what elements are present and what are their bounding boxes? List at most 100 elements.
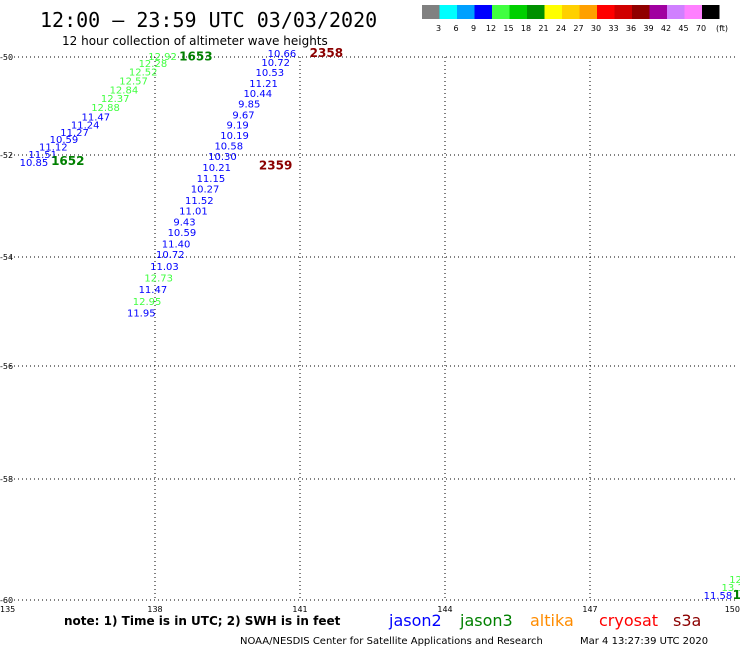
color-swatch [562, 5, 580, 19]
wave-height-value: 9.67 [232, 110, 254, 121]
wave-height-value: 10.53 [256, 68, 285, 79]
color-swatch [544, 5, 562, 19]
satellite-legend-jason3: jason3 [459, 611, 513, 630]
wave-height-value: 10.72 [156, 250, 185, 261]
wave-height-value: 9.19 [227, 121, 249, 132]
color-swatch [422, 5, 440, 19]
color-scale-label: 30 [591, 24, 601, 33]
color-scale-label: 33 [608, 24, 618, 33]
track-s3a: 10.6610.7210.5311.2110.449.859.679.1910.… [127, 46, 343, 319]
color-scale-label: 21 [538, 24, 548, 33]
color-scale-label: 39 [643, 24, 653, 33]
color-scale-label: 24 [556, 24, 566, 33]
color-swatch [492, 5, 510, 19]
color-scale-label: 3 [436, 24, 441, 33]
wave-height-value: 12.84 [110, 85, 139, 96]
wave-height-value: 10.30 [208, 152, 237, 163]
wave-height-value: 10.72 [261, 58, 290, 69]
lat-tick-label: -60 [0, 596, 13, 605]
wave-height-value: 11.24 [71, 121, 100, 132]
color-swatch [684, 5, 702, 19]
page-subtitle: 12 hour collection of altimeter wave hei… [62, 34, 328, 48]
track-time-label: 1652 [51, 154, 84, 168]
color-scale-label: 12 [486, 24, 496, 33]
wave-height-value: 12.92 [148, 52, 177, 63]
satellite-legend: jason2 jason3 altika cryosat s3a [388, 611, 701, 630]
wave-height-value: 11.40 [162, 239, 191, 250]
color-scale-label: 6 [453, 24, 458, 33]
wave-height-value: 12.7 [729, 575, 740, 586]
wave-height-value: 10.58 [214, 142, 243, 153]
wave-height-value: 11.58 [704, 591, 733, 602]
wave-height-value: 11.52 [185, 196, 214, 207]
color-scale-label: 42 [661, 24, 671, 33]
lon-tick-label: 135 [0, 605, 15, 614]
footer-note: note: 1) Time is in UTC; 2) SWH is in fe… [64, 614, 341, 628]
wave-height-value: 11.15 [197, 174, 226, 185]
wave-height-value: 11.47 [139, 285, 168, 296]
wave-height-value: 11.47 [82, 113, 111, 124]
color-scale-legend: 3 6 9 12 15 18 21 24 27 30 33 36 39 42 45 70 [422, 5, 720, 33]
track-time-label: 14 [733, 588, 740, 602]
color-scale-label: 45 [678, 24, 688, 33]
wave-height-value: 12.73 [144, 274, 173, 285]
satellite-legend-s3a: s3a [673, 611, 701, 630]
lat-tick-label: -58 [0, 475, 13, 484]
wave-height-value: 13.17 [721, 583, 740, 594]
color-scale-unit: (ft) [716, 24, 728, 33]
color-swatch [614, 5, 632, 19]
color-scale-label: 70 [696, 24, 706, 33]
wave-height-value: 11.21 [249, 79, 278, 90]
color-swatch [667, 5, 685, 19]
color-scale-label: 27 [573, 24, 583, 33]
lat-tick-label: -54 [0, 253, 13, 262]
color-swatch [474, 5, 492, 19]
track-time-label: 1653 [179, 49, 212, 63]
wave-height-value: 10.44 [243, 89, 272, 100]
wave-height-value: 11.01 [179, 207, 208, 218]
wave-height-value: 10.85 [20, 158, 49, 169]
wave-height-value: 9.85 [238, 99, 260, 110]
lon-tick-label: 150 [725, 605, 740, 614]
wave-height-value: 12.95 [133, 297, 162, 308]
wave-height-value: 9.43 [173, 217, 195, 228]
lon-tick-label: 144 [437, 605, 452, 614]
track-time-label: 2359 [259, 158, 292, 172]
wave-height-value: 11.51 [28, 150, 57, 161]
lon-tick-label: 141 [292, 605, 307, 614]
footer-credit: NOAA/NESDIS Center for Satellite Applica… [240, 636, 543, 647]
page-title: 12:00 – 23:59 UTC 03/03/2020 [40, 8, 377, 32]
color-swatch [439, 5, 457, 19]
wave-height-value: 10.21 [202, 163, 231, 174]
wave-height-value: 12.37 [101, 94, 130, 105]
color-scale-label: 18 [521, 24, 531, 33]
footer-timestamp: Mar 4 13:27:39 UTC 2020 [580, 636, 708, 647]
lat-tick-label: -52 [0, 151, 13, 160]
color-swatch [509, 5, 527, 19]
lon-tick-label: 147 [582, 605, 597, 614]
wave-height-value: 12.28 [139, 59, 168, 70]
color-swatch [702, 5, 720, 19]
wave-height-value: 12.52 [129, 68, 158, 79]
color-scale-label: 15 [503, 24, 513, 33]
wave-height-value: 11.03 [150, 262, 179, 273]
wave-height-value: 10.59 [168, 228, 197, 239]
lat-tick-label: -50 [0, 53, 13, 62]
satellite-tracks: 10.8511.5111.1210.5911.2711.2411.4712.88… [20, 46, 740, 602]
wave-height-value: 10.66 [268, 49, 297, 60]
wave-height-value: 10.27 [191, 185, 220, 196]
color-swatch [457, 5, 475, 19]
lon-tick-label: 138 [147, 605, 162, 614]
wave-height-value: 12.88 [91, 103, 120, 114]
satellite-legend-altika: altika [530, 611, 574, 630]
satellite-legend-jason2: jason2 [388, 611, 442, 630]
wave-height-value: 11.12 [39, 143, 68, 154]
color-swatch [632, 5, 650, 19]
satellite-legend-cryosat: cryosat [599, 611, 658, 630]
wave-height-value: 11.95 [127, 308, 156, 319]
wave-height-value: 10.19 [220, 131, 249, 142]
track-jason3: 10.8511.5111.1210.5911.2711.2411.4712.88… [20, 49, 213, 169]
